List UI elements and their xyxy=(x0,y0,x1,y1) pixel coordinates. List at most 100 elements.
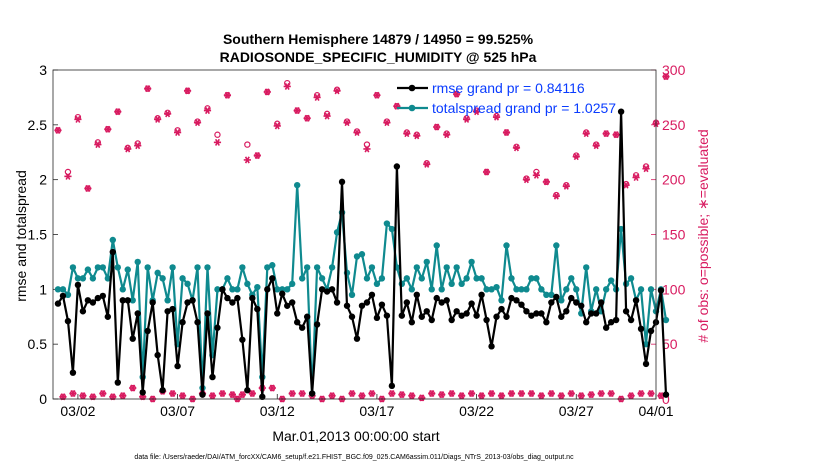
totalspread-point xyxy=(443,264,450,271)
plot-frame xyxy=(52,69,657,400)
right-tick-label: 100 xyxy=(662,281,686,297)
obs-evaluated-marker xyxy=(178,392,187,400)
totalspread-point xyxy=(194,264,201,271)
rmse-point xyxy=(383,312,391,319)
obs-evaluated-stroke xyxy=(394,102,400,110)
obs-evaluated-stroke xyxy=(130,384,136,392)
totalspread-point xyxy=(463,275,470,282)
legend: rmse grand pr = 0.84116 totalspread gran… xyxy=(397,80,616,116)
rmse-point xyxy=(298,324,306,331)
rmse-point xyxy=(194,319,201,326)
obs-evaluated-marker xyxy=(552,192,560,200)
rmse-point xyxy=(438,299,445,306)
obs-evaluated-marker xyxy=(398,391,406,399)
obs-evaluated-stroke xyxy=(299,389,305,398)
obs-evaluated-stroke xyxy=(459,392,465,400)
rmse-point xyxy=(179,319,186,326)
obs-evaluated-stroke xyxy=(304,114,310,122)
obs-evaluated-stroke xyxy=(334,87,340,95)
obs-evaluated-stroke xyxy=(583,130,589,138)
obs-evaluated-marker xyxy=(273,122,281,130)
chart-title-line2: RADIOSONDE_SPECIFIC_HUMIDITY @ 525 hPa xyxy=(220,49,537,65)
totalspread-point xyxy=(353,253,361,260)
obs-evaluated-stroke xyxy=(548,389,554,398)
totalspread-point xyxy=(543,291,550,299)
obs-evaluated-stroke xyxy=(65,172,71,180)
obs-evaluated-stroke xyxy=(414,132,420,140)
obs-evaluated-marker xyxy=(293,107,301,115)
obs-evaluated-stroke xyxy=(608,389,614,398)
rmse-point xyxy=(254,305,261,313)
obs-evaluated-stroke xyxy=(185,87,191,95)
obs-evaluated-marker xyxy=(612,131,620,139)
rmse-point xyxy=(94,294,102,302)
obs-evaluated-stroke xyxy=(494,113,500,121)
obs-evaluated-marker xyxy=(572,153,580,161)
rmse-point xyxy=(373,314,381,322)
obs-evaluated-stroke xyxy=(538,392,544,400)
obs-evaluated-marker xyxy=(169,389,177,398)
totalspread-point xyxy=(637,286,645,293)
obs-evaluated-stroke xyxy=(469,389,475,398)
rmse-point xyxy=(214,324,221,331)
totalspread-point xyxy=(518,286,525,293)
obs-evaluated-stroke xyxy=(284,82,290,90)
rmse-point xyxy=(433,294,440,302)
obs-evaluated-marker xyxy=(468,389,476,398)
obs-evaluated-stroke xyxy=(449,389,455,398)
legend-rmse-label: rmse grand pr = 0.84116 xyxy=(432,80,585,96)
totalspread-point xyxy=(318,275,326,282)
rmse-point xyxy=(388,382,396,390)
totalspread-point xyxy=(303,264,311,271)
totalspread-point xyxy=(109,236,117,244)
obs-evaluated-marker xyxy=(228,391,237,399)
obs-evaluated-marker xyxy=(438,391,446,399)
obs-evaluated-stroke xyxy=(165,110,171,118)
rmse-point xyxy=(204,310,211,317)
obs-evaluated-stroke xyxy=(195,119,201,127)
rmse-point xyxy=(159,387,166,394)
rmse-point xyxy=(423,308,430,315)
obs-evaluated-stroke xyxy=(85,184,91,192)
rmse-point xyxy=(269,275,276,282)
rmse-point xyxy=(617,108,625,115)
totalspread-point xyxy=(533,275,540,282)
totalspread-point xyxy=(378,275,386,282)
obs-evaluated-stroke xyxy=(499,392,505,400)
rmse-point xyxy=(568,294,575,302)
obs-evaluated-marker xyxy=(458,392,466,400)
obs-evaluated-marker xyxy=(582,130,590,138)
rmse-point xyxy=(583,319,590,326)
plot-area xyxy=(53,70,656,399)
obs-evaluated-marker xyxy=(373,91,381,99)
obs-evaluated-stroke xyxy=(364,145,370,153)
totalspread-point xyxy=(423,258,430,266)
obs-evaluated-stroke xyxy=(648,389,654,398)
totalspread-point xyxy=(169,264,176,271)
obs-evaluated-stroke xyxy=(349,389,355,398)
rmse-point xyxy=(303,313,311,320)
rmse-point xyxy=(79,308,87,315)
obs-evaluated-stroke xyxy=(628,392,634,400)
totalspread-point xyxy=(214,286,221,293)
obs-evaluated-marker xyxy=(627,392,635,400)
obs-evaluated-marker xyxy=(154,115,162,123)
obs-evaluated-marker xyxy=(268,384,276,392)
rmse-point xyxy=(513,297,520,304)
obs-evaluated-stroke xyxy=(100,389,106,398)
obs-evaluated-marker xyxy=(323,112,331,120)
obs-evaluated-marker xyxy=(253,152,261,160)
totalspread-point xyxy=(284,286,291,293)
obs-evaluated-stroke xyxy=(125,145,131,153)
right-tick-label: 150 xyxy=(662,227,686,243)
rmse-point xyxy=(478,291,485,299)
left-tick-label: 2 xyxy=(39,172,47,188)
obs-evaluated-stroke xyxy=(219,389,225,398)
obs-evaluated-marker xyxy=(423,160,431,168)
rmse-point xyxy=(463,310,470,317)
left-tick-label: 1 xyxy=(39,281,47,297)
obs-evaluated-marker xyxy=(243,156,251,164)
totalspread-point xyxy=(274,286,281,293)
obs-evaluated-stroke xyxy=(80,392,86,400)
